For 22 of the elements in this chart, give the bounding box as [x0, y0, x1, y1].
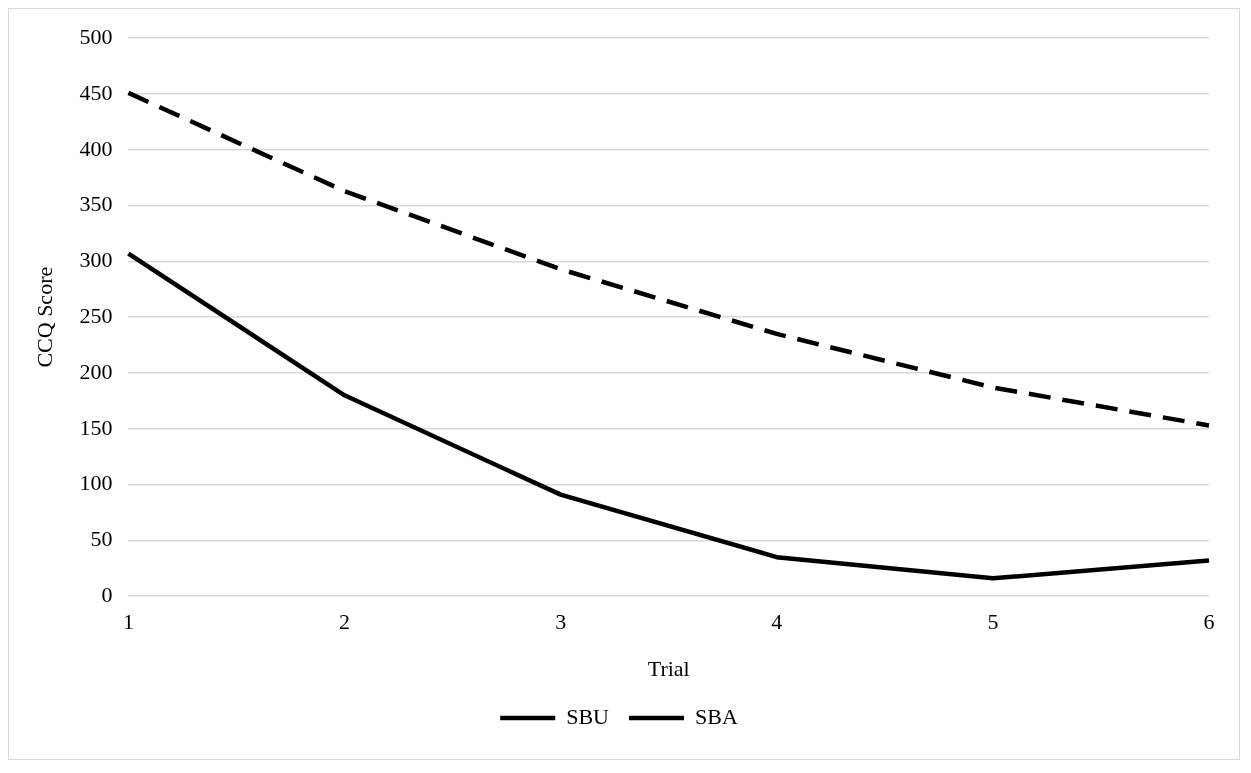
x-tick-label: 4: [771, 609, 783, 635]
y-tick-label: 300: [79, 247, 113, 273]
x-tick-label: 1: [122, 609, 134, 635]
y-tick-label: 100: [79, 470, 113, 496]
y-tick-label: 0: [101, 581, 113, 607]
line-series: [126, 90, 1212, 428]
legend-label: SBA: [695, 703, 738, 729]
y-tick-label: 150: [79, 414, 113, 440]
x-tick-label: 5: [987, 609, 999, 635]
x-tick-label: 6: [1203, 609, 1215, 635]
legend-label: SBU: [566, 703, 610, 729]
y-axis-title: CCQ Score: [31, 266, 57, 368]
x-tick-label: 2: [339, 609, 351, 635]
y-tick-label: 350: [79, 191, 113, 217]
y-tick-label: 50: [90, 526, 113, 552]
x-tick-label: 3: [555, 609, 567, 635]
y-tick-label: 450: [79, 79, 113, 105]
y-tick-label: 500: [79, 23, 113, 49]
y-tick-label: 400: [79, 135, 113, 161]
x-axis-title: Trial: [647, 655, 690, 681]
y-tick-label: 250: [79, 302, 113, 328]
y-tick-label: 200: [79, 358, 113, 384]
